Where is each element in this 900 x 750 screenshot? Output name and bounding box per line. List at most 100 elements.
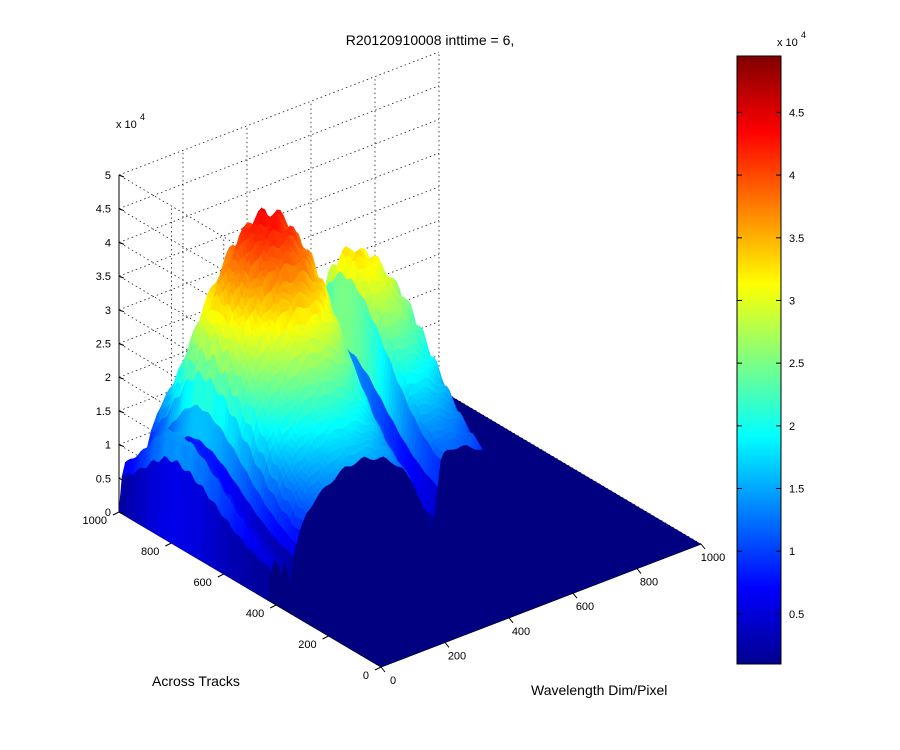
chart-title: R20120910008 inttime = 6, — [346, 32, 515, 48]
x-tick-mark — [572, 592, 578, 599]
z-tick-label: 3 — [105, 305, 111, 317]
surface-edge — [418, 497, 423, 543]
surface-edge — [373, 459, 378, 561]
y-tick-mark — [322, 635, 329, 640]
surface-edge — [312, 498, 317, 584]
z-tick-label: 0.5 — [96, 473, 111, 485]
y-tick-label: 0 — [363, 670, 369, 682]
surface-edge — [402, 467, 407, 550]
surface-edge — [392, 463, 397, 553]
x-tick-label: 800 — [640, 577, 658, 589]
surface-edge — [370, 459, 375, 562]
z-tick-label: 1.5 — [96, 406, 111, 418]
z-tick-mark — [118, 410, 125, 414]
z-tick-label: 5 — [105, 170, 111, 182]
surface-edge — [399, 466, 404, 551]
surface-edge — [383, 456, 388, 557]
surface-edge — [485, 449, 490, 518]
surface-edge — [386, 458, 391, 556]
surface-edge — [363, 456, 368, 564]
surface-edge — [335, 472, 340, 575]
surface-edge — [450, 449, 455, 531]
colorbar-tick-label: 3.5 — [789, 233, 804, 245]
surface-edge — [411, 483, 416, 546]
surface-edge — [415, 490, 420, 545]
surface-edge — [443, 449, 448, 534]
x-tick-mark — [444, 642, 450, 648]
surface-edge — [341, 466, 346, 573]
surface-edge — [309, 504, 314, 585]
surface-edge — [447, 449, 452, 532]
surface-edge — [325, 484, 330, 579]
x-axis-label: Wavelength Dim/Pixel — [531, 682, 667, 698]
colorbar-tick-label: 2 — [789, 421, 795, 433]
surface-edge — [475, 449, 480, 521]
y-tick-label: 600 — [193, 577, 211, 589]
x-tick-mark — [508, 617, 514, 624]
surface-edge — [344, 466, 349, 572]
surface-edge — [319, 488, 324, 582]
z-tick-label: 1 — [105, 440, 111, 452]
z-axis-multiplier-base: x 10 — [116, 119, 137, 131]
z-tick-mark — [118, 208, 125, 212]
z-tick-label: 2 — [105, 372, 111, 384]
colorbar-gradient — [736, 55, 782, 665]
surface-edge — [379, 456, 384, 558]
colorbar-multiplier-base: x 10 — [777, 37, 798, 49]
y-tick-label: 400 — [246, 608, 264, 620]
surface-edge — [274, 558, 279, 599]
surface-edge — [299, 521, 304, 589]
x-tick-label: 600 — [576, 601, 594, 613]
surface-edge — [488, 454, 493, 516]
colorbar-tick-label: 2.5 — [789, 358, 804, 370]
grid-line-back-wall — [118, 51, 440, 176]
surface-edge — [315, 492, 320, 583]
grid-line-back-wall — [118, 119, 440, 243]
colorbar-tick-label: 0.5 — [789, 609, 804, 621]
surface-edge — [331, 478, 336, 577]
surface-edge — [367, 457, 372, 563]
colorbar: 0.5 1 1.5 2 2.5 3 3.5 4 4.5 x 10 4 — [736, 30, 806, 665]
z-tick-mark — [118, 174, 125, 178]
x-tick-mark — [380, 666, 386, 673]
surface-edge — [472, 448, 477, 523]
surface-edge — [360, 456, 365, 566]
surface-edge — [376, 457, 381, 559]
z-tick-mark — [118, 444, 125, 448]
z-tick-label: 2.5 — [96, 339, 111, 351]
z-tick-label: 4.5 — [96, 204, 111, 216]
z-tick-label: 3.5 — [96, 271, 111, 283]
surface-edge — [408, 477, 413, 547]
surface-edge — [459, 445, 464, 528]
x-tick-label: 0 — [390, 675, 396, 687]
surface-edge — [347, 466, 352, 571]
surface-edge — [389, 461, 394, 555]
x-tick-label: 400 — [512, 626, 530, 638]
surface-edge — [405, 471, 410, 548]
colorbar-tick-label: 4 — [789, 170, 795, 182]
y-tick-mark — [269, 604, 277, 609]
y-tick-mark — [112, 511, 120, 516]
surface-edge — [466, 445, 471, 525]
surface-edge — [456, 446, 461, 529]
grid-line-back-wall — [118, 85, 440, 210]
surface-edge — [338, 468, 343, 574]
z-tick-label: 4 — [105, 237, 111, 249]
surface-edge — [453, 448, 458, 530]
z-tick-mark — [118, 241, 125, 245]
colorbar-multiplier-exponent: 4 — [801, 30, 806, 40]
z-tick-mark — [118, 275, 125, 279]
surface-edge — [395, 466, 400, 552]
surface-edge — [479, 449, 484, 520]
surface-edge — [440, 452, 445, 535]
colorbar-tick-label: 1.5 — [789, 484, 804, 496]
y-tick-label: 1000 — [83, 515, 107, 527]
surface-edge — [463, 445, 468, 526]
colorbar-tick-label: 4.5 — [789, 107, 804, 119]
z-axis-multiplier: x 10 4 — [116, 112, 145, 131]
y-tick-mark — [217, 573, 225, 578]
z-tick-mark — [118, 376, 125, 380]
y-tick-label: 800 — [141, 546, 159, 558]
